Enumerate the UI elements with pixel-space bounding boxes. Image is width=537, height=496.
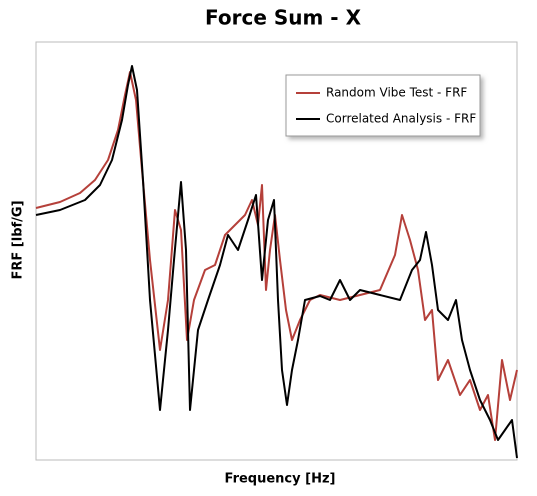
y-axis-label: FRF [lbf/G] bbox=[11, 200, 26, 279]
legend: Random Vibe Test - FRF Correlated Analysi… bbox=[285, 74, 481, 137]
series-layer bbox=[35, 65, 518, 459]
legend-label: Correlated Analysis - FRF bbox=[326, 112, 476, 126]
legend-box bbox=[285, 74, 481, 137]
legend-label: Random Vibe Test - FRF bbox=[326, 86, 467, 100]
plot-frame bbox=[35, 41, 518, 461]
x-axis-label: Frequency [Hz] bbox=[225, 472, 336, 487]
chart-title: Force Sum - X bbox=[205, 6, 362, 30]
series-line bbox=[35, 65, 518, 459]
